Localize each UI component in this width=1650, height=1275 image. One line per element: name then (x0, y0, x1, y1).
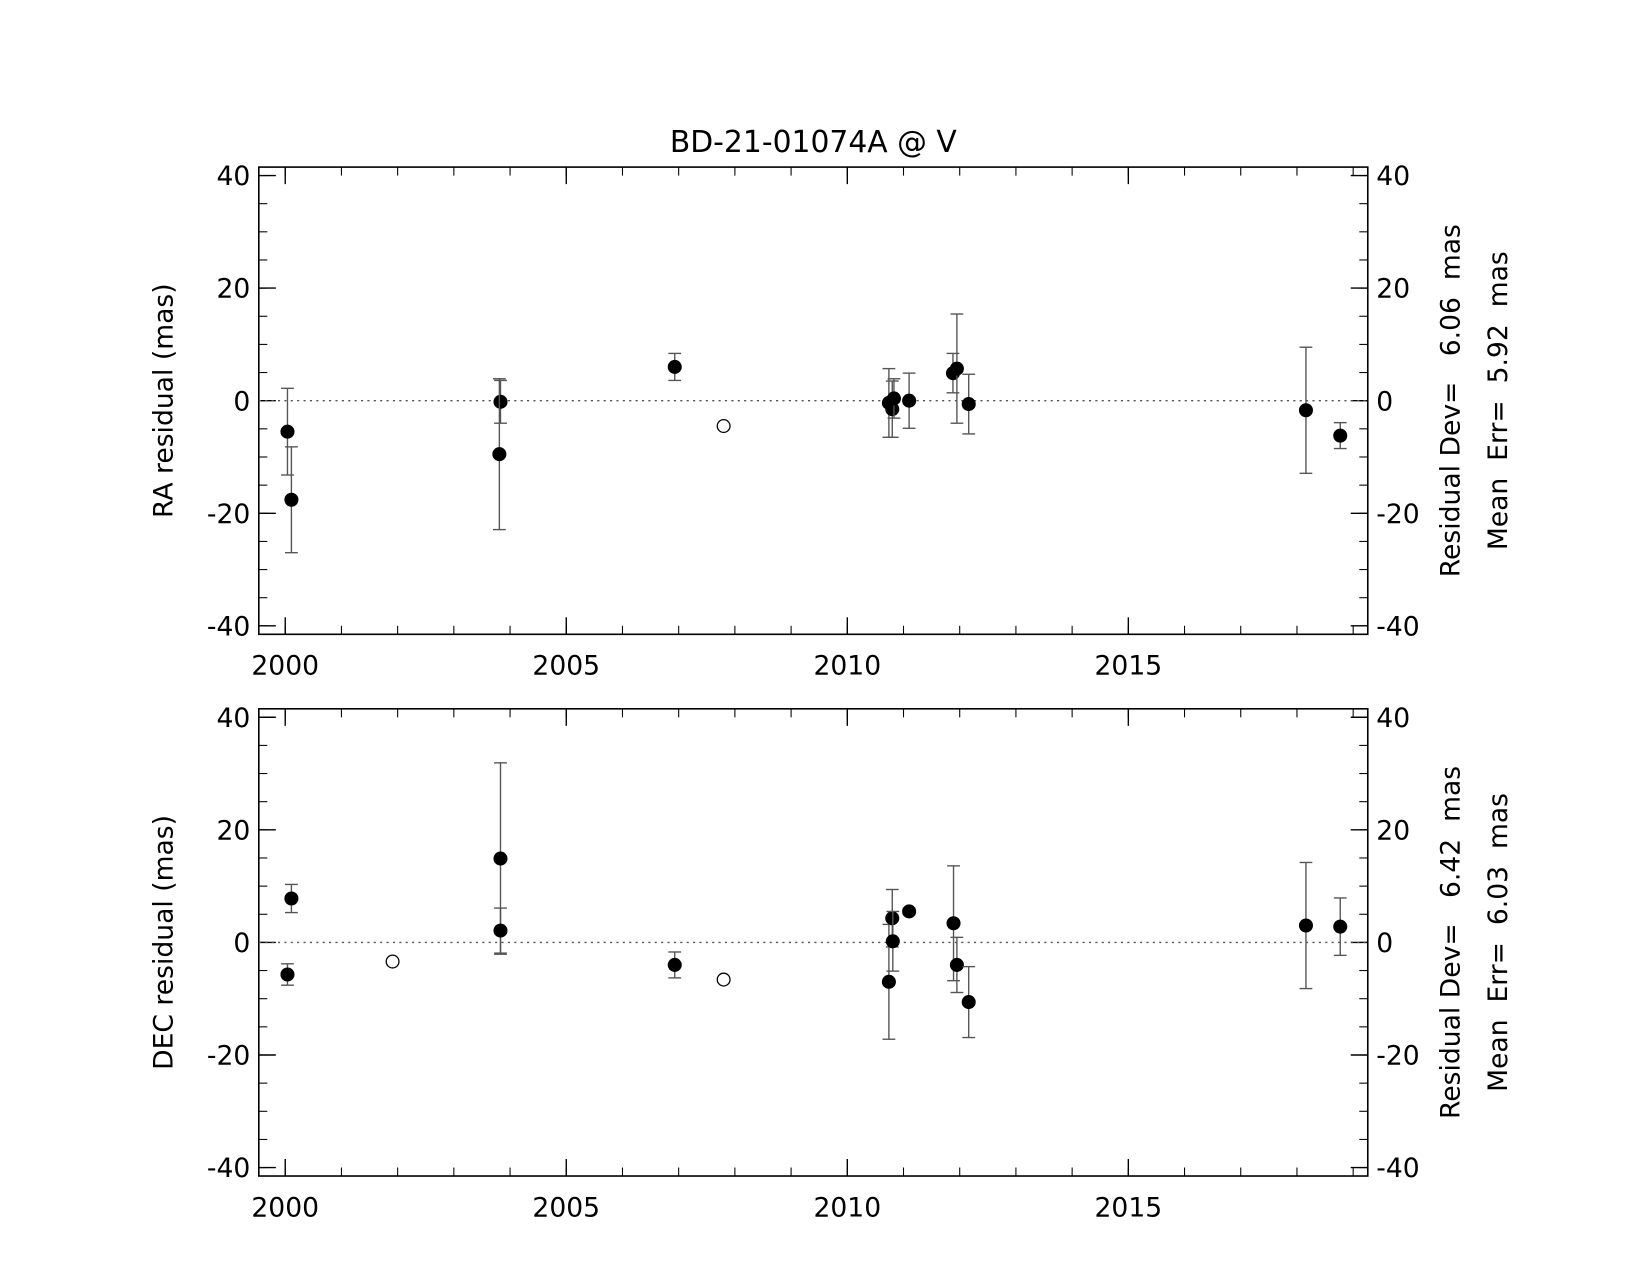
y-tick-label: -20 (207, 1041, 250, 1072)
x-tick-label: 2015 (1094, 651, 1162, 682)
y2-tick-label: -40 (1376, 1153, 1419, 1184)
y2-tick-label: -20 (1376, 499, 1419, 530)
x-tick-label: 2015 (1094, 1192, 1162, 1223)
data-point (902, 393, 917, 408)
data-point (961, 397, 976, 412)
data-point (881, 974, 896, 989)
data-point (385, 954, 400, 969)
y2-tick-label: 0 (1376, 928, 1393, 959)
x-tick-label: 2010 (813, 1192, 881, 1223)
data-point (280, 424, 295, 439)
data-point (716, 972, 731, 987)
data-point (280, 967, 295, 982)
data-point (946, 916, 961, 931)
data-point (949, 957, 964, 972)
data-point (492, 447, 507, 462)
data-point (885, 934, 900, 949)
data-point (667, 359, 682, 374)
y2-tick-label: 40 (1376, 161, 1410, 192)
data-point (886, 391, 901, 406)
data-point (284, 891, 299, 906)
x-tick-label: 2005 (532, 1192, 600, 1223)
y-tick-label: 20 (216, 815, 250, 846)
y2-tick-label: 20 (1376, 815, 1410, 846)
y-axis-label: RA residual (mas) (149, 283, 180, 518)
data-point (1333, 919, 1348, 934)
y-tick-label: 20 (216, 274, 250, 305)
y2-tick-label: -20 (1376, 1041, 1419, 1072)
data-point (1298, 403, 1313, 418)
annotation: Mean Err= 5.92 mas (1483, 251, 1514, 550)
x-tick-label: 2005 (532, 651, 600, 682)
chart-title: BD-21-01074A @ V (670, 125, 958, 160)
data-point (493, 923, 508, 938)
y2-tick-label: -40 (1376, 611, 1419, 642)
data-point (949, 361, 964, 376)
y2-tick-label: 20 (1376, 274, 1410, 305)
y-tick-label: 0 (233, 386, 250, 417)
x-tick-label: 2000 (251, 651, 319, 682)
data-point (1333, 428, 1348, 443)
y-tick-label: 0 (233, 928, 250, 959)
y-tick-label: -40 (207, 1153, 250, 1184)
y-tick-label: 40 (216, 161, 250, 192)
y-tick-label: -20 (207, 499, 250, 530)
y-tick-label: 40 (216, 703, 250, 734)
y2-tick-label: 0 (1376, 386, 1393, 417)
y2-tick-label: 40 (1376, 703, 1410, 734)
x-tick-label: 2010 (813, 651, 881, 682)
data-point (902, 904, 917, 919)
data-point (961, 995, 976, 1010)
data-point (284, 492, 299, 507)
annotation: Residual Dev= 6.42 mas (1435, 766, 1466, 1119)
data-point (1298, 918, 1313, 933)
annotation: Residual Dev= 6.06 mas (1435, 224, 1466, 577)
data-point (493, 394, 508, 409)
x-tick-label: 2000 (251, 1192, 319, 1223)
y-tick-label: -40 (207, 611, 250, 642)
data-point (716, 419, 731, 434)
y-axis-label: DEC residual (mas) (149, 815, 180, 1070)
data-point (493, 851, 508, 866)
annotation: Mean Err= 6.03 mas (1483, 793, 1514, 1092)
data-point (667, 957, 682, 972)
